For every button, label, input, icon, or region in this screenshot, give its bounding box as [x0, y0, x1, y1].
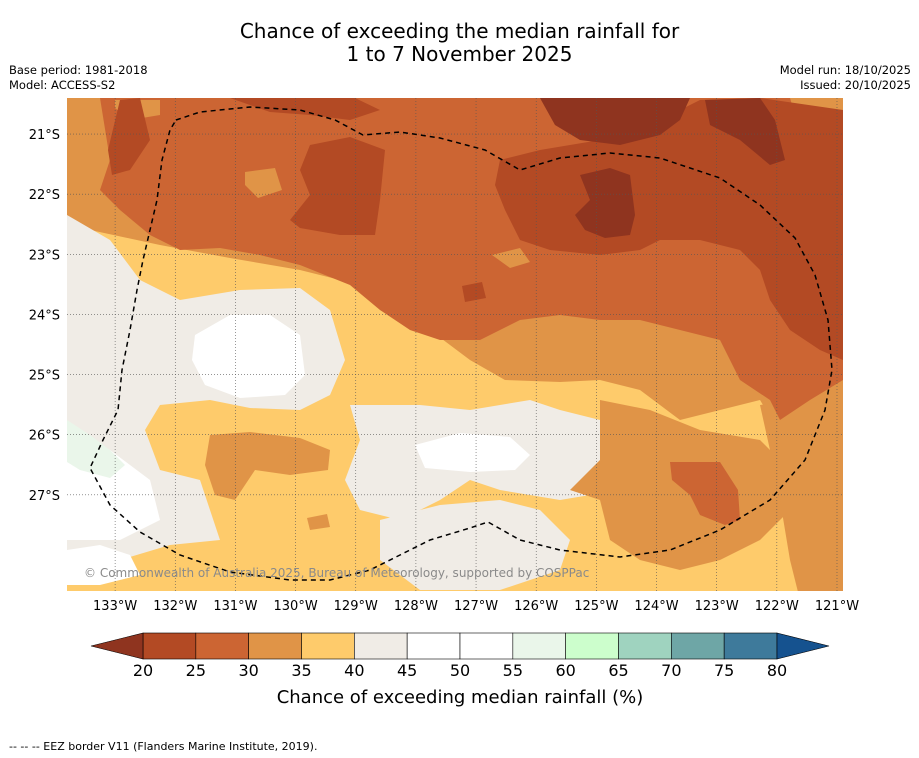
- colorbar-segment: [248, 632, 302, 660]
- region-orange-patch-4: [307, 514, 330, 530]
- colorbar-segment: [459, 632, 514, 660]
- colorbar-segment: [618, 632, 672, 660]
- model-name: Model: ACCESS-S2: [9, 78, 116, 92]
- map-plot: [67, 98, 843, 591]
- y-tick-label: 26°S: [29, 429, 60, 444]
- region-light-green: [67, 420, 125, 478]
- x-tick-label: 133°W: [93, 599, 137, 614]
- x-tick-label: 121°W: [815, 599, 859, 614]
- colorbar-tick-label: 55: [503, 661, 523, 680]
- colorbar-segment: [723, 632, 778, 660]
- colorbar-segment: [671, 632, 725, 660]
- colorbar-segment: [354, 632, 408, 660]
- base-period: Base period: 1981-2018: [9, 63, 148, 77]
- x-tick-label: 125°W: [574, 599, 618, 614]
- y-tick-label: 21°S: [29, 128, 60, 143]
- colorbar-tick-label: 70: [661, 661, 681, 680]
- region-darkest-3: [705, 98, 785, 165]
- region-white-central: [415, 433, 530, 472]
- region-white-bottomleft: [67, 545, 140, 585]
- x-tick-label: 122°W: [755, 599, 799, 614]
- colorbar-tick-label: 50: [450, 661, 470, 680]
- colorbar-segment: [195, 632, 249, 660]
- eez-footer-note: -- -- -- EEZ border V11 (Flanders Marine…: [9, 740, 318, 753]
- x-tick-label: 130°W: [274, 599, 318, 614]
- issued-date: Issued: 20/10/2025: [800, 78, 911, 92]
- colorbar-segment: [406, 632, 461, 660]
- colorbar-segment: [301, 632, 355, 660]
- colorbar: 20 25 30 35 40 45 50 55 60 65 70 75 80: [90, 632, 830, 680]
- x-tick-label: 129°W: [334, 599, 378, 614]
- region-dark-core-east: [495, 98, 843, 360]
- x-axis-ticks: 133°W 132°W 131°W 130°W 129°W 128°W 127°W 126°W…: [93, 599, 859, 614]
- grid-lines: [67, 98, 843, 591]
- colorbar-tick-label: 35: [291, 661, 311, 680]
- region-dark-core-west: [290, 137, 385, 235]
- y-tick-label: 22°S: [29, 188, 60, 203]
- chart-title-line2: 1 to 7 November 2025: [346, 42, 573, 66]
- colorbar-tick-label: 45: [397, 661, 417, 680]
- chart-title: Chance of exceeding the median rainfall …: [0, 20, 919, 66]
- region-dark-core-patch: [462, 282, 486, 302]
- colorbar-tick-label: 25: [186, 661, 206, 680]
- x-tick-label: 128°W: [394, 599, 438, 614]
- y-tick-label: 25°S: [29, 369, 60, 384]
- colorbar-tick-label: 20: [133, 661, 153, 680]
- x-tick-label: 126°W: [514, 599, 558, 614]
- colorbar-tick-label: 80: [767, 661, 787, 680]
- region-orange-patch-1: [205, 432, 330, 500]
- meta-right: Model run: 18/10/2025 Issued: 20/10/2025: [780, 63, 911, 93]
- region-orange-patch-3: [760, 400, 843, 591]
- colorbar-segment: [142, 632, 197, 660]
- region-se-patch: [670, 462, 740, 525]
- eez-border: [89, 106, 833, 581]
- x-tick-label: 132°W: [153, 599, 197, 614]
- region-grey-south: [380, 500, 570, 590]
- y-tick-label: 23°S: [29, 248, 60, 263]
- region-small-orange: [245, 168, 282, 198]
- chart-title-line1: Chance of exceeding the median rainfall …: [239, 19, 680, 43]
- y-axis-ticks: 21°S 22°S 23°S 24°S 25°S 26°S 27°S: [29, 128, 60, 504]
- x-tick-label: 131°W: [213, 599, 257, 614]
- y-tick-label: 24°S: [29, 308, 60, 323]
- colorbar-tick-label: 30: [238, 661, 258, 680]
- colorbar-label: Chance of exceeding median rainfall (%): [277, 687, 644, 708]
- region-darkest-2: [540, 98, 690, 145]
- y-tick-label: 27°S: [29, 489, 60, 504]
- model-run: Model run: 18/10/2025: [779, 63, 911, 77]
- colorbar-over-arrow: [776, 632, 830, 660]
- colorbar-tick-label: 75: [714, 661, 734, 680]
- colorbar-tick-label: 65: [608, 661, 628, 680]
- x-tick-label: 124°W: [634, 599, 678, 614]
- colorbar-segment: [565, 632, 619, 660]
- region-dark-core-north: [230, 98, 380, 120]
- region-small-orange-2: [492, 248, 530, 268]
- colorbar-tick-label: 40: [344, 661, 364, 680]
- x-tick-label: 127°W: [454, 599, 498, 614]
- colorbar-under-arrow: [90, 632, 144, 660]
- region-north-core-left: [108, 98, 150, 175]
- colorbar-segment: [512, 632, 566, 660]
- x-tick-label: 123°W: [695, 599, 739, 614]
- region-white-west: [192, 315, 305, 398]
- region-darkest-1: [575, 168, 635, 238]
- colorbar-tick-label: 60: [555, 661, 575, 680]
- copyright-text: © Commonwealth of Australia 2025, Bureau…: [84, 566, 589, 580]
- meta-left: Base period: 1981-2018 Model: ACCESS-S2: [9, 63, 148, 93]
